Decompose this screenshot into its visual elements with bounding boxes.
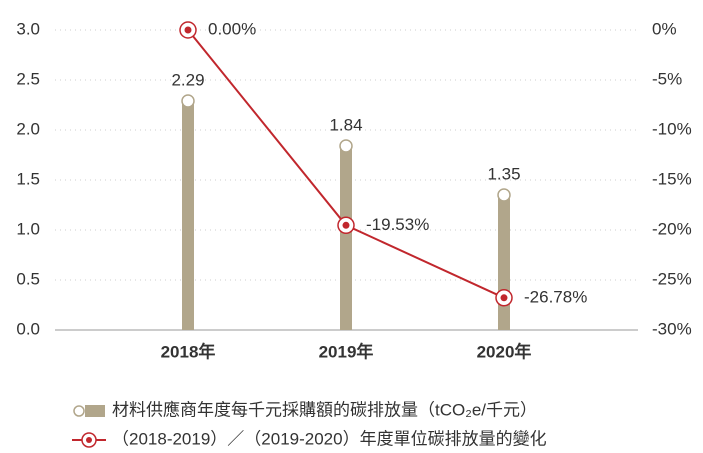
y2-tick-label: -10% [652,119,692,138]
y-tick-label: 0.0 [16,319,40,338]
data-label: 0.00% [208,19,256,38]
bar [498,195,510,330]
legend-label: （2018-2019）／（2019-2020）年度單位碳排放量的變化 [112,429,547,448]
y-tick-label: 0.5 [16,269,40,288]
y-tick-label: 1.5 [16,169,40,188]
legend-swatch [85,405,105,417]
y-tick-label: 3.0 [16,19,40,38]
data-label: 2.29 [171,70,204,89]
y-tick-label: 2.0 [16,119,40,138]
line-marker-dot [184,26,192,34]
legend-label: 材料供應商年度每千元採購額的碳排放量（tCO₂e/千元） [112,399,537,419]
y-tick-label: 2.5 [16,69,40,88]
data-label: 1.35 [487,164,520,183]
data-label: -26.78% [524,287,587,306]
y2-tick-label: 0% [652,19,677,38]
x-tick-label: 2020年 [477,341,532,361]
bar-cap [497,188,511,202]
bar [340,146,352,330]
y2-tick-label: -30% [652,319,692,338]
line-marker-dot [500,294,508,302]
y2-tick-label: -5% [652,69,682,88]
y2-tick-label: -15% [652,169,692,188]
bar-cap [339,139,353,153]
x-tick-label: 2018年 [161,341,216,361]
y2-tick-label: -25% [652,269,692,288]
x-tick-label: 2019年 [319,341,374,361]
legend-marker-dot [86,437,92,443]
y2-tick-label: -20% [652,219,692,238]
y-tick-label: 1.0 [16,219,40,238]
data-label: 1.84 [329,115,362,134]
bar-cap [181,94,195,108]
line-marker-dot [342,221,350,229]
legend-marker [73,405,85,417]
data-label: -19.53% [366,215,429,234]
bar [182,101,194,330]
legend: 材料供應商年度每千元採購額的碳排放量（tCO₂e/千元） （2018-2019）… [72,399,547,448]
